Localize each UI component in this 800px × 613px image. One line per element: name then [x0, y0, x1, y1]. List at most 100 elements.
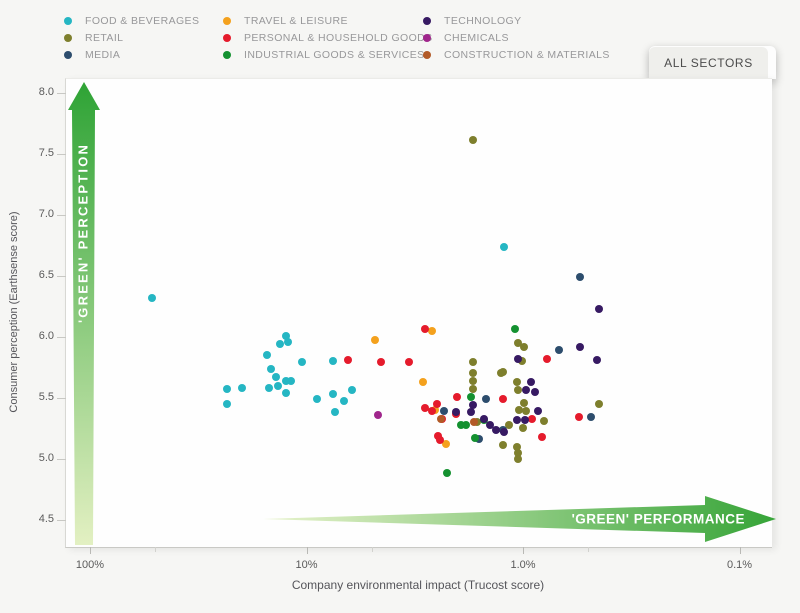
performance-arrow-label: 'GREEN' PERFORMANCE [572, 512, 745, 527]
data-point-technology [480, 414, 488, 423]
data-point-food-beverages [271, 373, 280, 382]
data-point-technology [593, 355, 601, 364]
data-point-food-beverages [148, 293, 157, 302]
legend-item-technology[interactable]: TECHNOLOGY [423, 14, 522, 28]
y-tick [57, 398, 66, 399]
data-point-construction-materials [469, 418, 478, 427]
data-point-industrial-goods-services [511, 325, 520, 334]
data-point-retail [520, 342, 528, 351]
legend-label: RETAIL [85, 32, 124, 44]
data-point-personal-household-goods [433, 431, 442, 440]
data-point-retail [469, 385, 477, 394]
x-axis-title: Company environmental impact (Trucost sc… [291, 578, 545, 592]
y-tick [57, 154, 66, 155]
y-tick [57, 459, 66, 460]
data-point-retail [505, 420, 514, 429]
x-tick [739, 547, 741, 554]
data-point-technology [576, 342, 585, 351]
data-point-personal-household-goods [376, 358, 385, 367]
legend-dot-icon-industrial-goods-services [223, 51, 231, 59]
data-point-food-beverages [281, 331, 290, 340]
data-point-food-beverages [339, 397, 348, 406]
data-point-retail [469, 376, 477, 385]
x-tick [90, 547, 91, 554]
data-point-retail [595, 399, 604, 408]
data-point-retail [514, 405, 523, 414]
data-point-retail [519, 424, 528, 433]
data-point-technology [469, 401, 477, 410]
legend-dot-icon-technology [423, 17, 431, 25]
legend-item-chemicals[interactable]: CHEMICALS [423, 31, 509, 45]
data-point-personal-household-goods [428, 407, 436, 416]
data-point-food-beverages [329, 357, 338, 366]
data-point-technology [452, 408, 461, 417]
y-tick-label: 6.5 [38, 269, 54, 281]
data-point-food-beverages [329, 390, 338, 399]
data-point-food-beverages [298, 358, 307, 367]
y-tick [57, 276, 66, 277]
y-tick [57, 520, 66, 521]
x-tick-label: 1.0% [510, 559, 536, 571]
sector-legend: FOOD & BEVERAGES RETAIL MEDIA TRAVEL & LEIS… [0, 14, 800, 70]
y-tick-label: 7.0 [38, 208, 54, 220]
legend-item-retail[interactable]: RETAIL [64, 31, 123, 45]
data-point-industrial-goods-services [462, 420, 471, 429]
plot-area [65, 78, 772, 548]
data-point-technology [466, 408, 475, 417]
data-point-retail [499, 368, 508, 377]
data-point-personal-household-goods [433, 399, 442, 408]
legend-item-food-beverages[interactable]: FOOD & BEVERAGES [64, 14, 199, 28]
data-point-retail [512, 442, 521, 451]
data-point-retail [521, 407, 530, 416]
data-point-food-beverages [313, 395, 322, 403]
data-point-personal-household-goods [527, 414, 536, 423]
legend-dot-icon-media [64, 51, 72, 59]
data-point-retail [469, 358, 477, 367]
data-point-technology [530, 387, 539, 396]
data-point-food-beverages [281, 376, 290, 385]
data-point-technology [491, 425, 500, 434]
data-point-technology [513, 354, 522, 363]
data-point-media [587, 413, 596, 422]
data-point-food-beverages [237, 384, 246, 393]
legend-item-construction-materials[interactable]: CONSTRUCTION & MATERIALS [423, 48, 610, 62]
data-point-retail [518, 357, 527, 366]
data-point-travel-leisure [428, 326, 436, 335]
data-point-retail [539, 416, 548, 425]
y-tick-label: 5.0 [38, 452, 54, 464]
legend-dot-icon-chemicals [423, 34, 431, 42]
data-point-food-beverages [223, 399, 232, 408]
legend-item-personal-household-goods[interactable]: PERSONAL & HOUSEHOLD GOODS [223, 31, 433, 45]
data-point-media [481, 395, 490, 403]
data-point-travel-leisure [418, 377, 427, 386]
data-point-media [576, 273, 585, 281]
data-point-retail [469, 136, 477, 145]
x-minor-tick [588, 547, 590, 552]
legend-item-travel-leisure[interactable]: TRAVEL & LEISURE [223, 14, 348, 28]
legend-dot-icon-food-beverages [64, 17, 72, 25]
data-point-retail [469, 369, 477, 378]
y-tick-label: 7.5 [38, 147, 54, 159]
legend-item-industrial-goods-services[interactable]: INDUSTRIAL GOODS & SERVICES [223, 48, 425, 62]
data-point-personal-household-goods [420, 325, 429, 334]
data-point-food-beverages [348, 386, 357, 395]
legend-dot-icon-travel-leisure [223, 17, 231, 25]
x-minor-tick [155, 547, 157, 552]
data-point-technology [520, 415, 529, 424]
data-point-food-beverages [267, 364, 276, 373]
y-tick-label: 6.0 [38, 330, 54, 342]
y-tick-label: 4.5 [38, 513, 54, 525]
green-performance-arrow: 'GREEN' PERFORMANCE [263, 496, 776, 542]
data-point-technology [595, 304, 604, 313]
data-point-media [440, 407, 449, 416]
x-tick [306, 547, 308, 554]
legend-item-media[interactable]: MEDIA [64, 48, 120, 62]
data-point-personal-household-goods [420, 403, 429, 412]
data-point-personal-household-goods [404, 358, 413, 367]
y-tick [57, 93, 66, 94]
data-point-technology [526, 377, 535, 386]
data-point-media [554, 346, 563, 355]
x-tick-label: 100% [75, 559, 105, 571]
y-tick-label: 5.5 [38, 391, 54, 403]
all-sectors-tab[interactable]: ALL SECTORS [649, 47, 768, 79]
